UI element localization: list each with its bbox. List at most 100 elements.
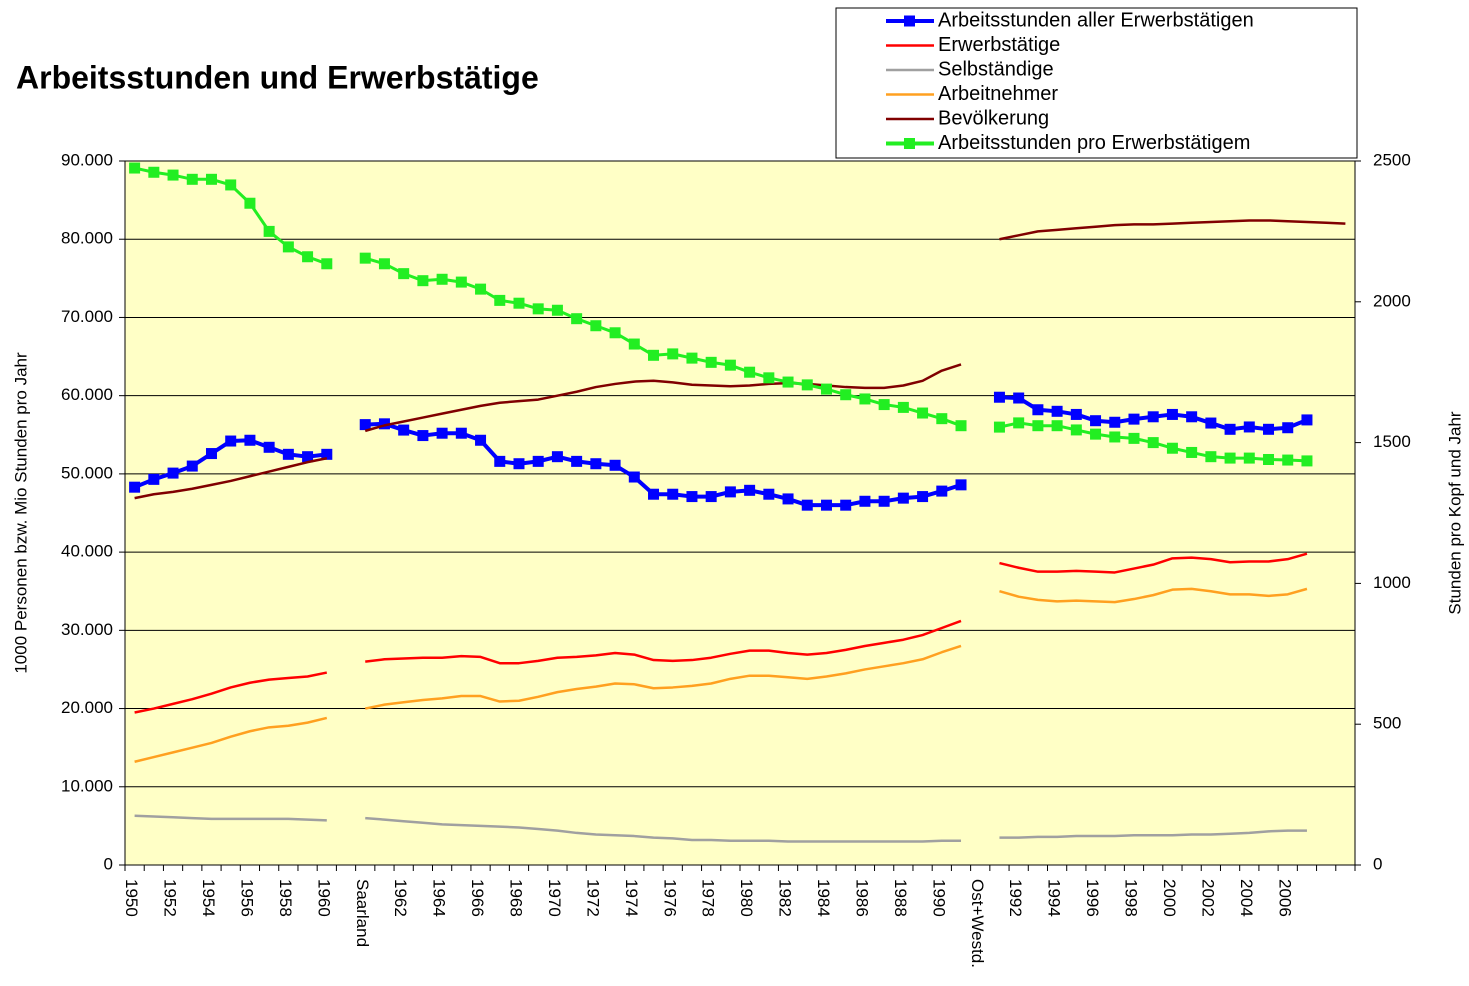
data-point <box>1070 408 1082 420</box>
data-point <box>820 499 832 511</box>
data-point <box>859 495 871 507</box>
data-point <box>686 352 698 364</box>
x-tick-label: 1952 <box>161 879 180 917</box>
data-point <box>1147 411 1159 423</box>
data-point <box>1224 423 1236 435</box>
y2-tick-label: 1000 <box>1373 573 1411 592</box>
data-point <box>282 241 294 253</box>
y-tick-label: 10.000 <box>61 776 113 795</box>
data-point <box>1301 414 1313 426</box>
x-tick-label: 1982 <box>776 879 795 917</box>
data-point <box>1070 424 1082 436</box>
data-point <box>1013 392 1025 404</box>
data-point <box>513 297 525 309</box>
data-point <box>494 294 506 306</box>
data-point <box>1243 421 1255 433</box>
x-tick-label: 1996 <box>1083 879 1102 917</box>
data-point <box>225 179 237 191</box>
x-tick-label: 1950 <box>122 879 141 917</box>
data-point <box>1032 420 1044 432</box>
data-point <box>378 418 390 430</box>
y2-tick-label: 1500 <box>1373 432 1411 451</box>
data-point <box>205 448 217 460</box>
data-point <box>782 376 794 388</box>
data-point <box>1166 408 1178 420</box>
data-point <box>475 434 487 446</box>
data-point <box>186 460 198 472</box>
data-point <box>897 401 909 413</box>
data-point <box>782 493 794 505</box>
data-point <box>763 372 775 384</box>
data-point <box>648 349 660 361</box>
data-point <box>1205 451 1217 463</box>
data-point <box>1301 455 1313 467</box>
x-tick-label: 1970 <box>545 879 564 917</box>
data-point <box>436 273 448 285</box>
data-point <box>917 407 929 419</box>
data-point <box>1186 411 1198 423</box>
data-point <box>398 424 410 436</box>
data-point <box>417 275 429 287</box>
chart-title: Arbeitsstunden und Erwerbstätige <box>16 59 539 95</box>
y-tick-label: 20.000 <box>61 698 113 717</box>
data-point <box>571 313 583 325</box>
x-tick-label: 1994 <box>1045 879 1064 917</box>
data-point <box>225 435 237 447</box>
x-tick-label: 1992 <box>1006 879 1025 917</box>
y2-axis-title: Stunden pro Kopf und Jahr <box>1445 411 1464 615</box>
data-point <box>244 197 256 209</box>
x-tick-label: 1998 <box>1122 879 1141 917</box>
data-point <box>897 492 909 504</box>
data-point <box>744 484 756 496</box>
data-point <box>532 303 544 315</box>
x-tick-label: 2000 <box>1160 879 1179 917</box>
data-point <box>724 359 736 371</box>
data-point <box>148 166 160 178</box>
data-point <box>840 499 852 511</box>
y2-tick-label: 500 <box>1373 714 1401 733</box>
data-point <box>455 427 467 439</box>
x-tick-label: 1960 <box>314 879 333 917</box>
y-tick-label: 90.000 <box>61 150 113 169</box>
y-tick-label: 0 <box>104 854 113 873</box>
data-point <box>186 173 198 185</box>
y-tick-label: 50.000 <box>61 463 113 482</box>
y-tick-label: 80.000 <box>61 229 113 248</box>
x-tick-label: 1986 <box>852 879 871 917</box>
legend-label: Bevölkerung <box>938 107 1049 129</box>
legend-box <box>835 7 1358 159</box>
data-point <box>302 251 314 263</box>
data-point <box>609 327 621 339</box>
data-point <box>955 420 967 432</box>
data-point <box>148 473 160 485</box>
x-tick-label: 1976 <box>660 879 679 917</box>
data-point <box>263 441 275 453</box>
data-point <box>590 320 602 332</box>
data-point <box>859 393 871 405</box>
data-point <box>1263 423 1275 435</box>
data-point <box>1166 442 1178 454</box>
x-tick-label: 1966 <box>468 879 487 917</box>
data-point <box>417 430 429 442</box>
y-axis-title: 1000 Personen bzw. Mio Stunden pro Jahr <box>11 352 30 674</box>
x-tick-label: 2004 <box>1237 879 1256 917</box>
data-point <box>321 258 333 270</box>
data-point <box>167 169 179 181</box>
y-tick-label: 30.000 <box>61 620 113 639</box>
data-point <box>398 268 410 280</box>
data-point <box>551 451 563 463</box>
data-point <box>628 471 640 483</box>
data-point <box>648 488 660 500</box>
data-point <box>359 419 371 431</box>
data-point <box>1282 422 1294 434</box>
data-point <box>1109 431 1121 443</box>
data-point <box>263 225 275 237</box>
data-point <box>244 434 256 446</box>
data-point <box>917 491 929 503</box>
x-tick-label: 1990 <box>929 879 948 917</box>
data-point <box>494 455 506 467</box>
data-point <box>1263 453 1275 465</box>
y2-tick-label: 0 <box>1373 854 1382 873</box>
legend-label: Arbeitsstunden aller Erwerbstätigen <box>938 9 1254 31</box>
